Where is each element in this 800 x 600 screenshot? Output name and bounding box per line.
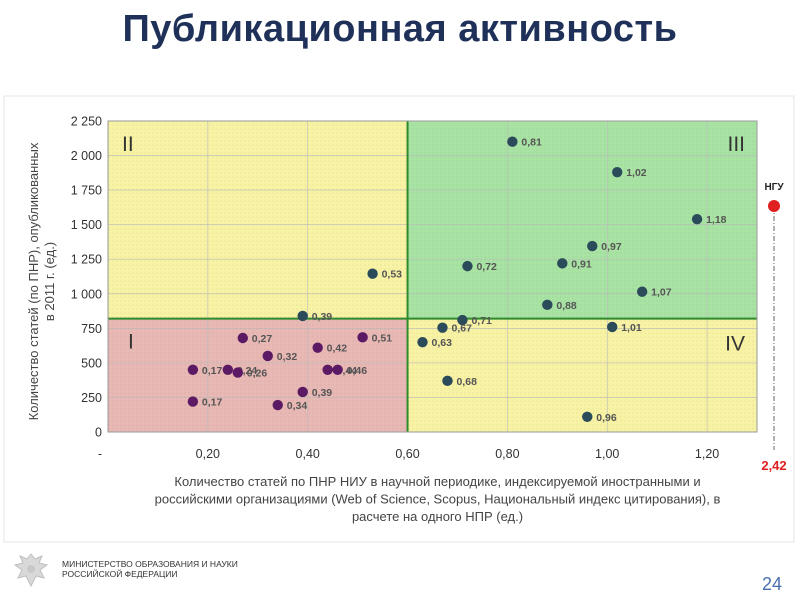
data-point [272,399,283,411]
x-tick-label: 1,20 [695,447,719,461]
data-point [187,396,199,407]
x-tick-label: 0,40 [296,447,320,461]
data-point [607,321,618,333]
data-point-label: 0,67 [451,323,472,335]
data-point [232,367,243,378]
data-point-label: 0,72 [476,261,497,273]
data-point-label: 1,01 [621,322,642,334]
data-point [507,136,518,147]
x-tick-label: - [98,447,102,461]
data-point-label: 0,88 [556,300,577,312]
ministry-caption: МИНИСТЕРСТВО ОБРАЗОВАНИЯ И НАУКИ РОССИЙС… [62,559,238,579]
x-tick-label: 0,80 [495,447,519,461]
data-point [332,364,343,375]
data-point [457,314,468,326]
ministry-line1: МИНИСТЕРСТВО ОБРАЗОВАНИЯ И НАУКИ [62,559,238,569]
data-point-label: 0,71 [471,315,492,327]
data-point-label: 0,63 [432,337,453,349]
data-point-label: 1,18 [706,214,727,226]
quadrant-label-II: II [122,133,134,156]
quadrant-label-I: I [128,331,134,354]
y-tick-label: 2 000 [71,149,102,163]
data-point-label: 0,53 [382,269,403,281]
data-point-label: 0,46 [347,365,368,377]
data-point-label: 0,39 [312,387,333,399]
data-point-label: 0,91 [571,258,592,270]
data-point [187,364,199,375]
x-axis-label-line: российскими организациями (Web of Scienc… [155,492,721,507]
y-tick-label: 1 500 [71,218,102,232]
x-axis-label-line: расчете на одного НПР (ед.) [352,509,523,524]
data-point [587,240,598,252]
slide-title: Публикационная активность [122,8,678,50]
data-point-label: 0,51 [372,332,393,344]
y-tick-label: 2 250 [71,115,102,129]
data-point-label: 0,81 [521,137,542,149]
data-point [462,260,473,272]
y-tick-label: 750 [81,322,102,336]
y-tick-label: 500 [81,356,102,370]
data-point-label: 0,27 [252,333,273,345]
y-axis-label-line2: в 2011 г. (ед.) [42,242,57,321]
data-point-label: 0,96 [596,412,617,424]
data-point [557,258,568,269]
x-tick-label: 0,60 [395,447,419,461]
data-point-label: 0,68 [456,376,477,388]
quadrant-label-IV: IV [725,333,745,356]
russia-emblem-icon [13,553,49,588]
data-point [612,166,623,178]
data-point-label: 0,17 [202,365,223,377]
page-number: 24 [762,574,783,594]
data-point [357,332,368,343]
x-tick-label: 1,00 [595,447,619,461]
quadrant-label-III: III [727,133,745,156]
data-point [262,350,273,362]
data-point [297,310,308,322]
plot-border [107,120,758,433]
x-tick-label: 0,20 [196,447,220,461]
data-point-label: 0,42 [327,343,348,355]
data-point [367,268,378,279]
quadrant-IV-texture [407,318,757,432]
y-tick-label: 1 000 [71,287,102,301]
data-point [542,299,553,311]
data-point [297,386,308,398]
outlier-value: 2,42 [761,458,786,473]
data-point [237,332,248,344]
y-tick-label: 1 250 [71,253,102,267]
data-point [222,364,234,375]
data-point [636,286,648,297]
data-point-label: 1,07 [651,287,672,299]
data-point-label: 0,39 [312,311,333,323]
data-point [691,213,703,225]
data-point-label: 0,34 [287,400,308,412]
data-point [417,336,428,348]
y-tick-label: 1 750 [71,184,102,198]
data-point-label: 0,26 [247,368,268,380]
data-point [582,411,593,422]
data-point [442,375,453,387]
x-axis-label-line: Количество статей по ПНР НИУ в научной п… [174,474,700,489]
ministry-line2: РОССИЙСКОЙ ФЕДЕРАЦИИ [62,569,178,579]
data-point-label: 0,97 [601,241,622,253]
outlier-name: НГУ [764,182,784,193]
data-point-label: 0,17 [202,397,223,409]
y-axis-label: Количество статей (по ПНР), опубликованн… [26,142,41,420]
quadrant-III-texture [407,121,757,319]
data-point [437,322,448,333]
y-tick-label: 0 [95,426,102,440]
data-point [312,342,323,353]
data-point-label: 1,02 [626,167,647,179]
y-tick-label: 250 [81,391,102,405]
outlier-point [768,200,780,212]
data-point-label: 0,32 [277,351,298,363]
data-point [322,364,333,375]
quadrant-II-texture [108,121,408,319]
